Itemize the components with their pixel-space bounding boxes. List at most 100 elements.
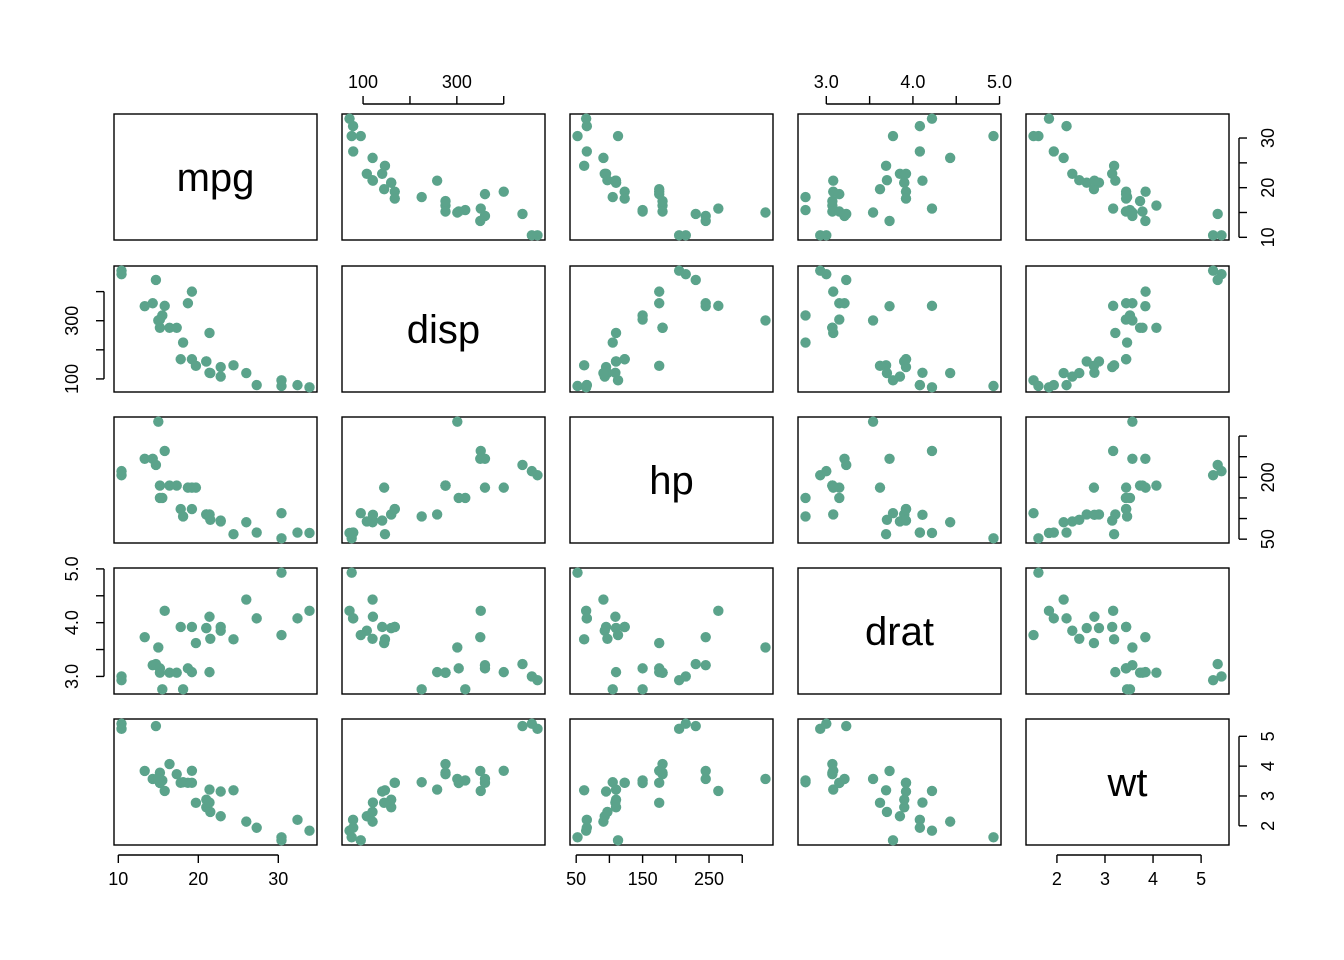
point-disp-wt-23 [1140, 300, 1151, 312]
point-hp-disp-13 [440, 480, 451, 491]
point-wt-disp-5 [416, 777, 427, 788]
point-hp-drat-30 [867, 416, 879, 427]
panel-mpg-vs-wt [1025, 113, 1230, 241]
point-mpg-disp-7 [379, 160, 391, 172]
tick-label-wt-5: 5 [1196, 869, 1206, 889]
point-drat-mpg-29 [190, 637, 202, 649]
point-hp-drat-19 [926, 527, 938, 539]
point-drat-mpg-24 [186, 666, 198, 678]
point-hp-mpg-25 [251, 527, 262, 538]
point-hp-drat-31 [917, 509, 928, 521]
right-axis-hp: 50 200 [1238, 435, 1278, 549]
panel-wt-vs-disp [341, 718, 546, 846]
point-mpg-drat-24 [828, 186, 839, 197]
point-wt-disp-6 [479, 773, 491, 785]
tick-label-wt-2: 2 [1052, 869, 1062, 889]
point-drat-wt-15 [1216, 671, 1227, 682]
point-disp-drat-18 [988, 380, 999, 392]
point-hp-drat-16 [841, 459, 852, 471]
point-mpg-hp-23 [700, 215, 711, 227]
tick-label-drat-5.0: 5.0 [62, 556, 82, 581]
right-axis-wt: 2 3 4 5 [1238, 731, 1278, 831]
point-disp-hp-1 [610, 356, 622, 367]
point-drat-disp-18 [346, 567, 357, 578]
point-hp-disp-25 [348, 527, 359, 538]
point-mpg-disp-12 [440, 195, 451, 207]
point-wt-drat-20 [881, 806, 893, 818]
point-wt-mpg-23 [139, 765, 150, 777]
point-hp-disp-28 [475, 445, 486, 457]
panel-frame [569, 113, 774, 241]
point-drat-wt-19 [1043, 605, 1055, 617]
point-mpg-wt-12 [1134, 195, 1146, 207]
point-wt-drat-22 [834, 777, 845, 789]
point-wt-mpg-3 [204, 784, 215, 795]
point-drat-mpg-20 [205, 633, 216, 644]
point-hp-wt-10 [1120, 503, 1132, 515]
point-mpg-drat-30 [867, 207, 879, 218]
point-hp-mpg-7 [228, 529, 239, 540]
point-hp-wt-20 [1074, 514, 1085, 525]
point-drat-disp-10 [389, 621, 400, 633]
point-hp-wt-17 [1061, 527, 1072, 538]
bottom-axis-wt: 2 3 4 5 [1052, 854, 1206, 889]
point-hp-wt-28 [1107, 445, 1119, 457]
point-drat-mpg-3 [204, 666, 215, 678]
point-disp-drat-27 [887, 375, 899, 386]
point-drat-wt-30 [1127, 642, 1138, 653]
tick-label-hp-50: 50 [1258, 529, 1278, 549]
point-drat-mpg-8 [215, 621, 226, 633]
point-mpg-wt-7 [1108, 160, 1120, 172]
point-wt-mpg-8 [215, 786, 226, 797]
point-mpg-disp-23 [475, 215, 486, 227]
point-drat-mpg-10 [175, 621, 186, 633]
point-drat-hp-10 [619, 621, 630, 633]
point-wt-disp-13 [440, 767, 451, 778]
point-hp-wt-7 [1108, 529, 1120, 540]
bottom-axis-mpg: 10 20 30 [108, 854, 288, 889]
point-mpg-drat-19 [926, 113, 938, 124]
point-drat-hp-28 [713, 605, 724, 617]
point-drat-hp-6 [700, 659, 711, 671]
point-drat-disp-15 [526, 671, 538, 682]
point-mpg-disp-27 [355, 130, 366, 142]
point-drat-hp-26 [598, 594, 609, 605]
right-axis-mpg: 10 20 30 [1238, 128, 1278, 247]
point-hp-drat-24 [828, 482, 839, 493]
panels-layer: mpg disp hp drat wt [113, 113, 1230, 846]
panel-disp-vs-mpg [113, 265, 318, 393]
tick-label-disp-300: 300 [442, 72, 472, 92]
point-disp-drat-28 [926, 300, 938, 312]
point-wt-mpg-12 [171, 768, 182, 780]
point-drat-mpg-21 [157, 684, 168, 695]
point-disp-mpg-4 [182, 298, 194, 309]
panel-frame [569, 718, 774, 846]
top-axis-disp: 100 300 [348, 72, 505, 105]
point-drat-hp-22 [637, 663, 648, 674]
point-wt-drat-0 [899, 802, 910, 813]
point-mpg-wt-2 [1067, 168, 1078, 179]
point-disp-hp-29 [654, 360, 665, 372]
point-disp-mpg-31 [204, 367, 215, 379]
point-mpg-wt-15 [1216, 230, 1227, 241]
point-hp-drat-27 [887, 507, 899, 519]
point-wt-hp-16 [690, 720, 701, 732]
diagonal-label-drat: drat [865, 610, 934, 654]
point-drat-wt-0 [1081, 622, 1092, 634]
point-disp-hp-22 [637, 314, 648, 325]
point-drat-mpg-5 [177, 684, 189, 695]
point-drat-hp-23 [700, 631, 711, 643]
point-disp-mpg-17 [292, 379, 303, 391]
point-disp-drat-24 [828, 286, 839, 297]
point-mpg-wt-31 [1089, 175, 1100, 186]
point-drat-disp-27 [355, 629, 366, 641]
point-drat-wt-10 [1120, 621, 1132, 633]
point-disp-wt-24 [1140, 286, 1151, 297]
panel-frame [1025, 265, 1230, 393]
point-hp-disp-31 [367, 509, 379, 521]
point-mpg-disp-16 [517, 208, 528, 220]
point-wt-mpg-25 [251, 822, 262, 833]
point-hp-disp-27 [355, 507, 366, 519]
tick-label-drat-3.0: 3.0 [814, 72, 839, 92]
point-disp-mpg-25 [251, 379, 262, 391]
